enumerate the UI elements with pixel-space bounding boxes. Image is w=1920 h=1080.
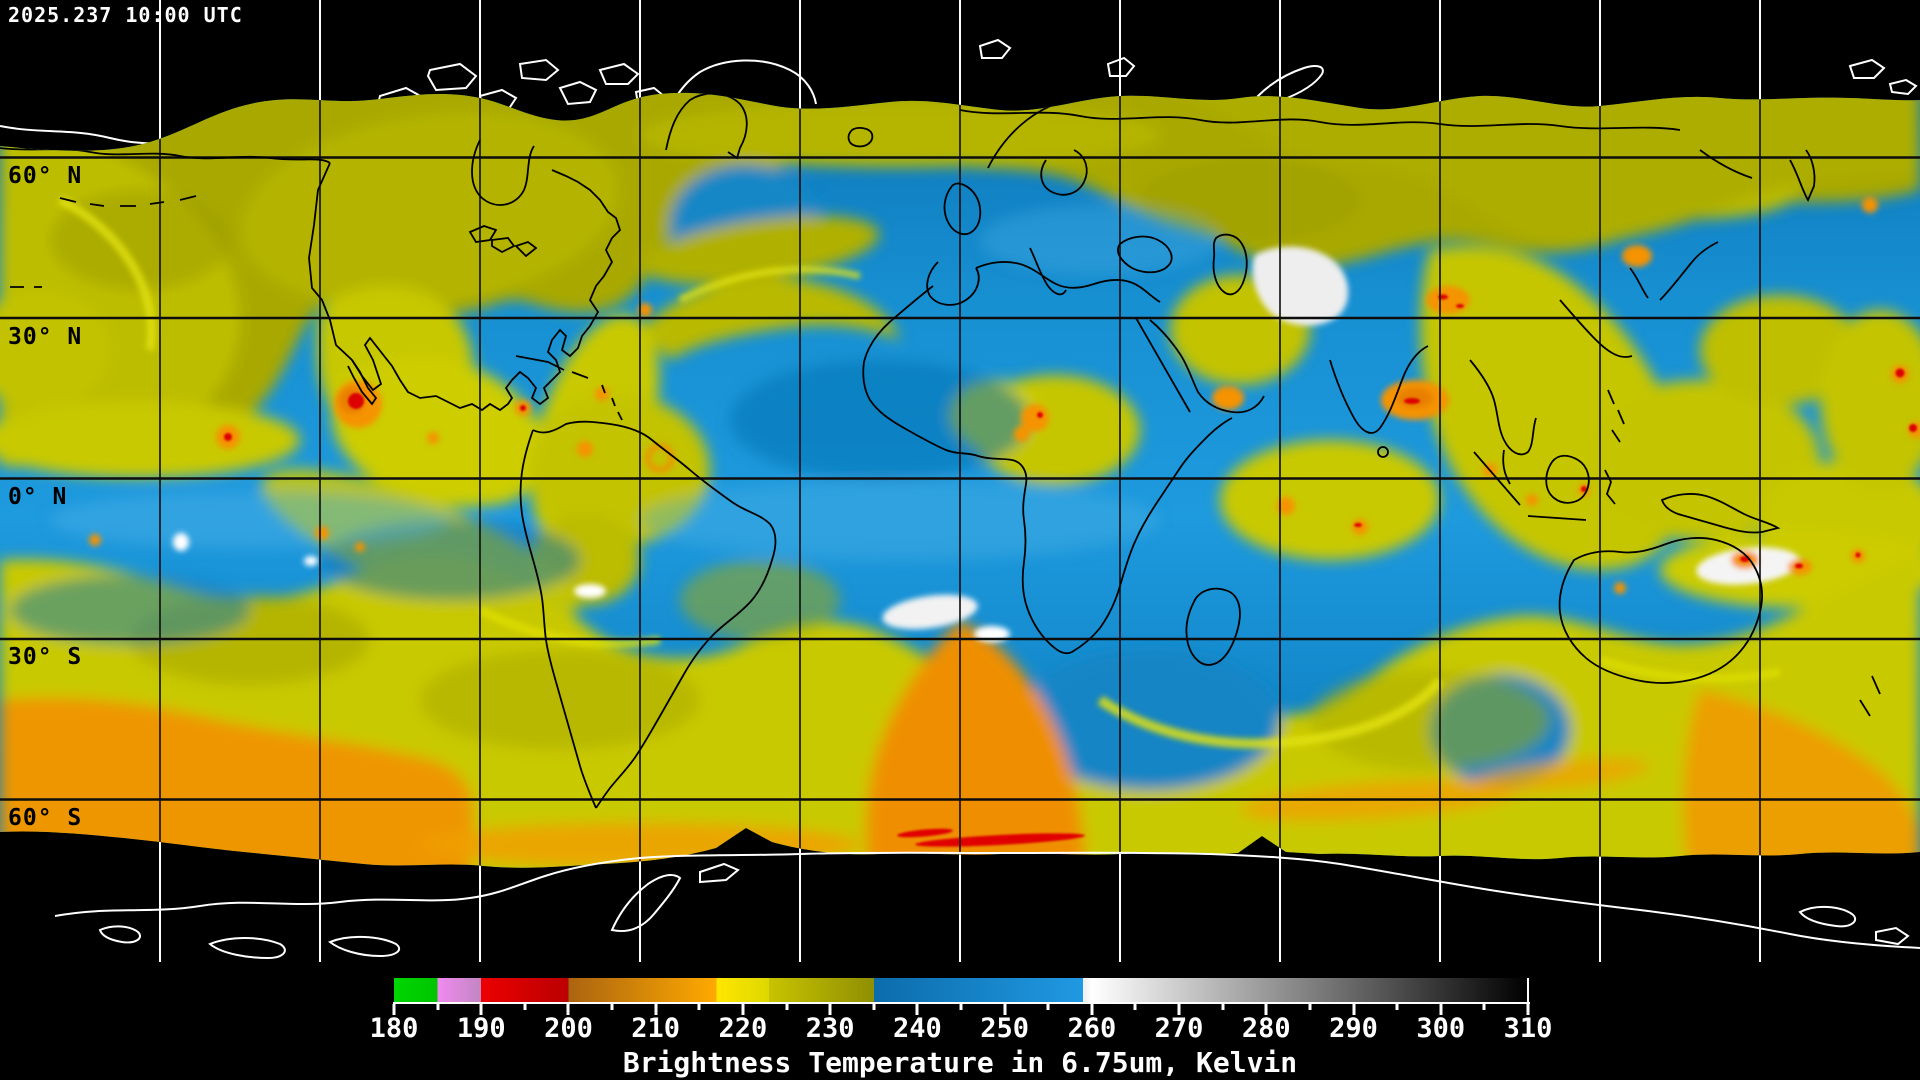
colorbar-tick-label: 230 <box>805 1013 855 1044</box>
colorbar-minor-tick <box>610 1004 614 1010</box>
colorbar-tick-label: 260 <box>1067 1013 1117 1044</box>
colorbar-minor-tick <box>697 1004 701 1010</box>
colorbar-tick-labels: 180 190 200 210 220 230 240 250 260 270 280 290 300 3… <box>370 1013 1553 1044</box>
satellite-data-field <box>0 92 1920 868</box>
colorbar-major-tick <box>1264 1004 1268 1015</box>
colorbar-major-tick <box>1352 1004 1356 1015</box>
colorbar-major-tick <box>1177 1004 1181 1015</box>
colorbar-minor-tick <box>785 1004 789 1010</box>
colorbar-tick-label: 270 <box>1154 1013 1204 1044</box>
colorbar-minor-tick <box>872 1004 876 1010</box>
colorbar-major-tick <box>828 1004 832 1015</box>
colorbar-major-tick <box>392 1004 396 1015</box>
colorbar-tick-label: 250 <box>980 1013 1029 1044</box>
colorbar-ticks <box>392 1004 1530 1018</box>
lat-label-30s: 30° S <box>8 644 83 670</box>
antarctic-coastline-icon <box>54 851 1920 960</box>
colorbar-tick-label: 310 <box>1503 1013 1553 1044</box>
colorbar-tick-label: 220 <box>718 1013 768 1044</box>
colorbar-gradient <box>394 978 1528 1002</box>
colorbar-tick-label: 300 <box>1416 1013 1466 1044</box>
lat-label-60s: 60° S <box>8 805 83 831</box>
colorbar-tick-label: 190 <box>456 1013 506 1044</box>
lat-label-60n: 60° N <box>8 163 83 189</box>
satellite-imagery-map <box>0 0 1920 962</box>
colorbar-major-tick <box>915 1004 919 1015</box>
colorbar-tick-label: 280 <box>1241 1013 1291 1044</box>
colorbar-major-tick <box>1439 1004 1443 1015</box>
colorbar-major-tick <box>1526 1004 1530 1015</box>
colorbar-major-tick <box>1003 1004 1007 1015</box>
colorbar-major-tick <box>479 1004 483 1015</box>
graticule-black <box>0 92 1920 868</box>
colorbar-minor-tick <box>1395 1004 1399 1010</box>
colorbar-major-tick <box>1090 1004 1094 1015</box>
colorbar-baseline <box>393 1002 1530 1004</box>
lat-label-30n: 30° N <box>8 324 83 350</box>
colorbar-tick-label: 200 <box>544 1013 593 1044</box>
colorbar-end-tick <box>1527 978 1529 1004</box>
colorbar-minor-tick <box>1046 1004 1050 1010</box>
colorbar-major-tick <box>566 1004 570 1015</box>
colorbar-major-tick <box>741 1004 745 1015</box>
colorbar-tick-label: 290 <box>1329 1013 1378 1044</box>
colorbar-minor-tick <box>436 1004 440 1010</box>
colorbar-minor-tick <box>959 1004 963 1010</box>
colorbar-minor-tick <box>523 1004 527 1010</box>
colorbar-minor-tick <box>1221 1004 1225 1010</box>
lat-label-0n: 0° N <box>8 484 68 510</box>
colorbar-tick-label: 180 <box>369 1013 419 1044</box>
colorbar-major-tick <box>654 1004 658 1015</box>
colorbar-tick-label: 240 <box>892 1013 942 1044</box>
colorbar-caption: Brightness Temperature in 6.75um, Kelvin <box>622 1046 1298 1079</box>
colorbar-minor-tick <box>1482 1004 1486 1010</box>
colorbar-minor-tick <box>1133 1004 1137 1010</box>
colorbar-minor-tick <box>1308 1004 1312 1010</box>
colorbar-tick-label: 210 <box>631 1013 681 1044</box>
timestamp-label: 2025.237 10:00 UTC <box>8 3 243 27</box>
